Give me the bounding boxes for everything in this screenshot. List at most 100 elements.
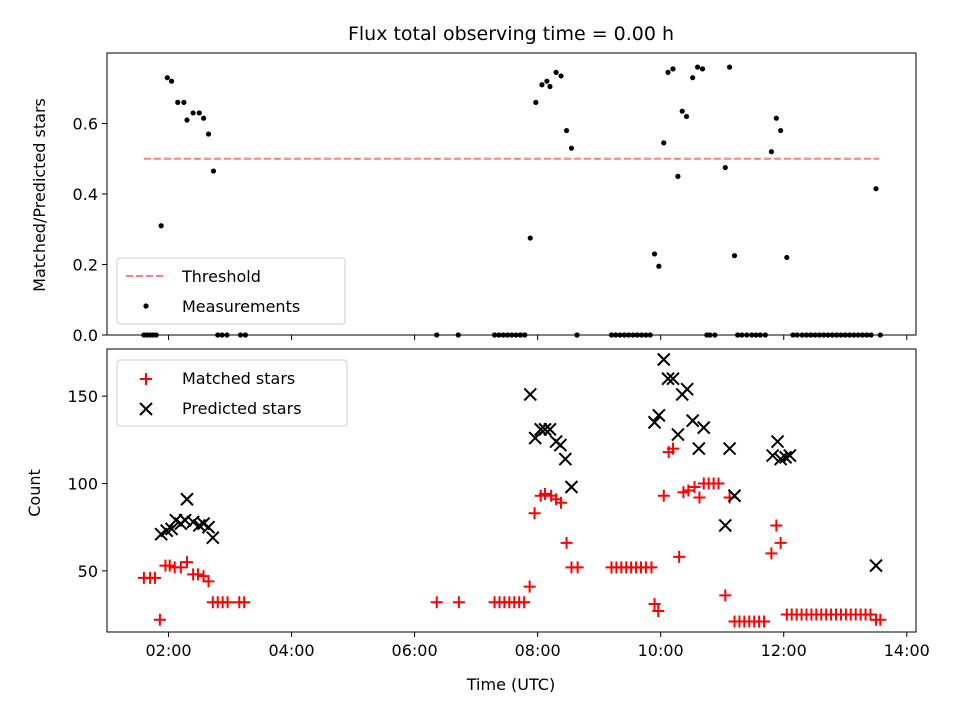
measurement-point: [224, 332, 230, 338]
matched-star-marker: [430, 596, 443, 609]
measurement-point: [762, 332, 768, 338]
matched-star-marker: [555, 496, 568, 509]
measurement-point: [773, 115, 779, 121]
chart-title: Flux total observing time = 0.00 h: [348, 23, 674, 45]
measurement-point: [829, 332, 835, 338]
matched-star-marker: [452, 596, 465, 609]
predicted-star-marker: [727, 489, 742, 503]
measurement-point: [568, 145, 575, 151]
measurement-point: [778, 127, 784, 134]
measurement-point: [527, 235, 533, 241]
predicted-star-marker: [685, 413, 700, 428]
measurement-point: [846, 332, 853, 338]
x-tick-label: 02:00: [145, 641, 191, 660]
measurement-point: [219, 332, 225, 338]
measurement-point: [491, 332, 498, 338]
measurement-point: [812, 332, 818, 338]
count-plot-area: 02:00 04:00 06:00 08:00 10:00 12:00 14:00 50 100…: [67, 348, 930, 660]
measurement-point: [158, 223, 164, 229]
predicted-star-marker: [186, 515, 200, 529]
measurement-point: [707, 332, 713, 338]
predicted-star-marker: [206, 530, 220, 545]
x-tick-label: 06:00: [392, 641, 438, 660]
measurement-point: [851, 332, 857, 338]
measurement-point: [205, 131, 212, 137]
measurement-point: [675, 173, 681, 179]
measurement-point: [517, 332, 524, 338]
measurement-point: [455, 332, 461, 338]
matched-stars-legend-swatch: [140, 373, 152, 385]
measurement-point: [757, 332, 763, 338]
predicted-stars-legend-swatch: [139, 402, 153, 416]
matched-star-marker: [673, 550, 686, 563]
measurement-point: [175, 99, 181, 105]
count-legend-box: [116, 359, 348, 427]
measurement-point: [196, 110, 202, 116]
measurement-point: [181, 99, 187, 105]
measurements-legend-label: Measurements: [182, 297, 300, 316]
matched-star-marker: [770, 519, 783, 532]
predicted-star-marker: [722, 441, 737, 456]
measurement-point: [821, 332, 827, 338]
measurement-point: [513, 332, 519, 338]
predicted-star-marker: [680, 382, 694, 396]
measurement-point: [613, 332, 619, 338]
matched-star-marker: [652, 605, 665, 618]
predicted-star-marker: [553, 438, 568, 452]
measurement-point: [643, 332, 649, 338]
matched-star-marker: [221, 596, 234, 609]
measurement-point: [726, 64, 733, 70]
predicted-star-marker: [765, 448, 780, 463]
predicted-star-marker: [657, 352, 671, 367]
predicted-star-marker: [164, 522, 179, 536]
measurement-point: [539, 82, 545, 88]
y-tick-label: 100: [67, 475, 98, 494]
matched-star-marker: [192, 568, 205, 581]
y-tick-label: 50: [78, 562, 98, 581]
measurement-point: [630, 332, 636, 338]
measurement-point: [215, 332, 221, 338]
predicted-star-marker: [661, 371, 675, 386]
count-legend: Matched stars Predicted stars: [116, 359, 348, 427]
measurement-point: [237, 332, 244, 338]
measurement-point: [731, 253, 738, 259]
predicted-stars-legend-label: Predicted stars: [182, 399, 302, 418]
measurement-point: [794, 332, 800, 338]
measurement-point: [690, 75, 696, 81]
matched-star-marker: [571, 561, 584, 574]
predicted-star-marker: [201, 520, 216, 534]
measurement-point: [504, 332, 511, 338]
ratio-y-axis-label: Matched/Predicted stars: [30, 98, 49, 292]
measurement-point: [168, 78, 175, 84]
measurement-point: [200, 115, 207, 121]
measurement-point: [825, 332, 831, 338]
measurement-point: [838, 332, 844, 338]
measurement-point: [784, 254, 790, 261]
measurement-point: [734, 332, 741, 338]
predicted-star-marker: [523, 387, 537, 402]
matched-star-marker: [712, 477, 725, 490]
axes-frame-1: [106, 348, 917, 633]
predicted-star-marker: [778, 450, 793, 465]
predicted-star-marker: [543, 422, 557, 437]
matched-star-marker: [523, 580, 536, 593]
measurement-point: [670, 66, 676, 72]
matched-star-marker: [560, 536, 573, 549]
measurement-point: [563, 127, 570, 134]
y-tick-label: 0.6: [73, 115, 98, 134]
measurement-point: [744, 332, 750, 338]
measurement-point: [608, 332, 615, 338]
predicted-star-marker: [666, 371, 680, 386]
measurement-point: [522, 332, 528, 338]
count-axes: Count Time (UTC) 02:00 04:00 06:00 08:00 10:…: [25, 348, 930, 694]
measurement-point: [816, 332, 823, 338]
predicted-star-marker: [564, 480, 579, 494]
measurement-point: [873, 186, 879, 192]
y-tick-label: 0.2: [73, 256, 98, 275]
measurement-point: [661, 140, 667, 146]
predicted-star-marker: [180, 492, 194, 506]
predicted-star-marker: [718, 518, 732, 533]
matched-star-marker: [645, 561, 658, 574]
matched-star-marker: [180, 556, 193, 569]
